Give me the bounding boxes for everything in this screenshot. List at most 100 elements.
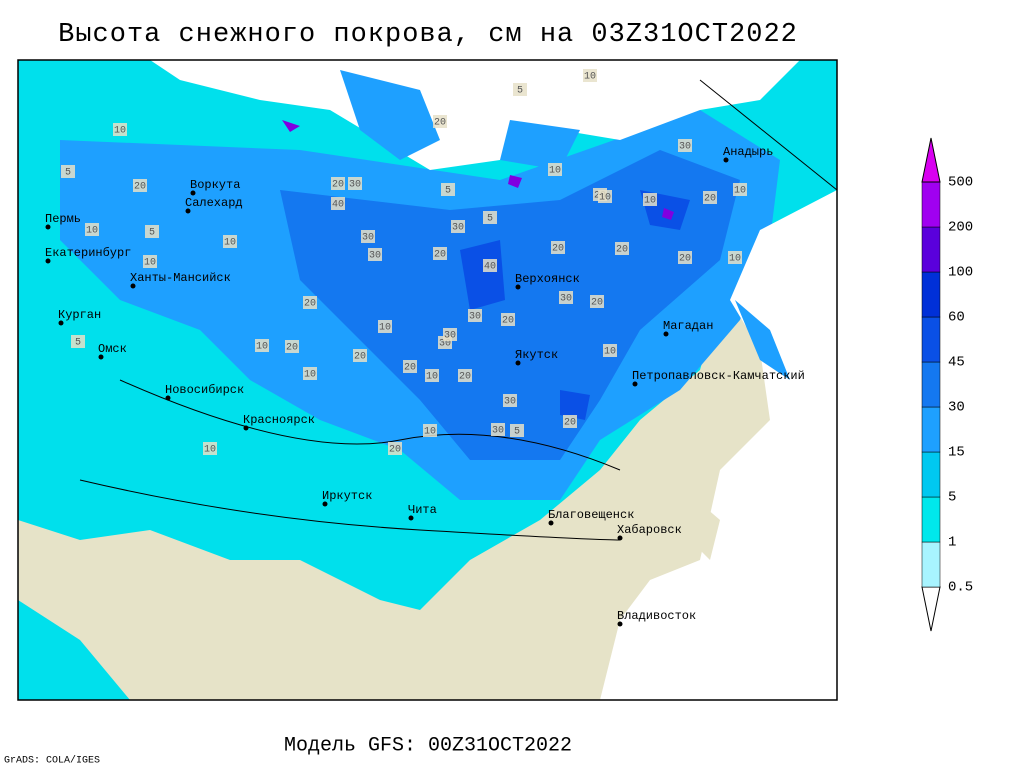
contour-label-box — [285, 340, 299, 353]
contour-label-box — [331, 177, 345, 190]
city-label: Чита — [408, 503, 437, 517]
contour-label-box — [733, 183, 747, 196]
contour-label: 20 — [286, 343, 298, 354]
contour-label-box — [331, 197, 345, 210]
city-dot — [515, 284, 521, 290]
contour-label-box — [483, 211, 497, 224]
contour-label: 10 — [729, 254, 741, 265]
snow-1-5 — [18, 600, 130, 700]
contour-label-box — [203, 442, 217, 455]
pacific-ocean — [600, 190, 837, 700]
city-label: Екатеринбург — [45, 246, 131, 260]
contour-label-box — [353, 349, 367, 362]
contour-label: 20 — [434, 118, 446, 129]
city-label: Хабаровск — [617, 523, 682, 537]
city-dot — [130, 283, 136, 289]
contour-label: 10 — [86, 226, 98, 237]
contour-label-box — [491, 423, 505, 436]
city-dot — [322, 501, 328, 507]
city-dot — [98, 354, 104, 360]
colorbar-label: 45 — [948, 355, 965, 371]
snow-30-45 — [280, 150, 740, 460]
contour-label-box — [551, 241, 565, 254]
colorbar-above — [921, 137, 941, 183]
colorbar-segment — [921, 181, 941, 228]
contour-label: 5 — [75, 338, 81, 349]
city-label: Верхоянск — [515, 272, 580, 286]
city-dot — [408, 515, 414, 521]
city-dot — [45, 258, 51, 264]
colorbar-segment — [921, 496, 941, 543]
contour-label-box — [703, 191, 717, 204]
contour-label: 10 — [114, 126, 126, 137]
contour-label-box — [61, 165, 75, 178]
contour-label-box — [678, 139, 692, 152]
contour-label: 20 — [616, 245, 628, 256]
contour-label-box — [548, 163, 562, 176]
contour-label: 30 — [679, 142, 691, 153]
contour-label-box — [71, 335, 85, 348]
arctic-ocean — [150, 60, 800, 170]
colorbar-segment — [921, 316, 941, 363]
contour-label: 30 — [492, 426, 504, 437]
colorbar-segment — [921, 226, 941, 273]
contour-label-box — [598, 190, 612, 203]
contour-label: 20 — [591, 298, 603, 309]
contour-label-box — [503, 394, 517, 407]
contour-label-box — [559, 291, 573, 304]
contour-label-box — [361, 230, 375, 243]
contour-label-box — [303, 296, 317, 309]
contour-label: 10 — [144, 258, 156, 269]
ice-snow — [340, 70, 580, 170]
contour-label: 20 — [134, 182, 146, 193]
contour-label: 20 — [389, 445, 401, 456]
contour-label-box — [113, 123, 127, 136]
contour-label-box — [433, 247, 447, 260]
city-dot — [185, 208, 191, 214]
contour-label: 30 — [504, 397, 516, 408]
colorbar-label: 60 — [948, 310, 965, 326]
contour-label: 10 — [256, 342, 268, 353]
contour-label: 10 — [304, 370, 316, 381]
colorbar-segment — [921, 271, 941, 318]
contour-label: 10 — [584, 72, 596, 83]
contour-label: 20 — [704, 194, 716, 205]
contour-label-box — [403, 360, 417, 373]
city-label: Петропавловск-Камчатский — [632, 369, 805, 383]
contour-label-box — [388, 442, 402, 455]
contour-label: 40 — [332, 200, 344, 211]
contour-label: 30 — [439, 339, 451, 350]
city-dot — [190, 190, 196, 196]
contour-label-box — [458, 369, 472, 382]
colorbar-label: 200 — [948, 220, 973, 236]
sakhalin — [650, 460, 720, 560]
contour-label: 30 — [369, 251, 381, 262]
city-dot — [632, 381, 638, 387]
contour-label-box — [255, 339, 269, 352]
contour-label: 5 — [517, 86, 523, 97]
contour-label: 10 — [426, 372, 438, 383]
contour-label-box — [483, 259, 497, 272]
city-label: Владивосток — [617, 609, 696, 623]
city-dot — [723, 157, 729, 163]
contour-label: 20 — [552, 244, 564, 255]
contour-label-box — [643, 193, 657, 206]
city-dot — [617, 621, 623, 627]
contour-label: 20 — [354, 352, 366, 363]
border — [79, 479, 621, 541]
contour-label-box — [368, 248, 382, 261]
contour-label-box — [443, 328, 457, 341]
contour-label-box — [425, 369, 439, 382]
contour-label: 10 — [549, 166, 561, 177]
contour-label-box — [133, 179, 147, 192]
contour-label: 30 — [560, 294, 572, 305]
contour-label: 40 — [484, 262, 496, 273]
contour-label: 10 — [379, 323, 391, 334]
map — [18, 60, 837, 700]
contour-label: 5 — [65, 168, 71, 179]
contour-label-box — [513, 83, 527, 96]
contour-label: 5 — [445, 186, 451, 197]
colorbar-label: 15 — [948, 445, 965, 461]
